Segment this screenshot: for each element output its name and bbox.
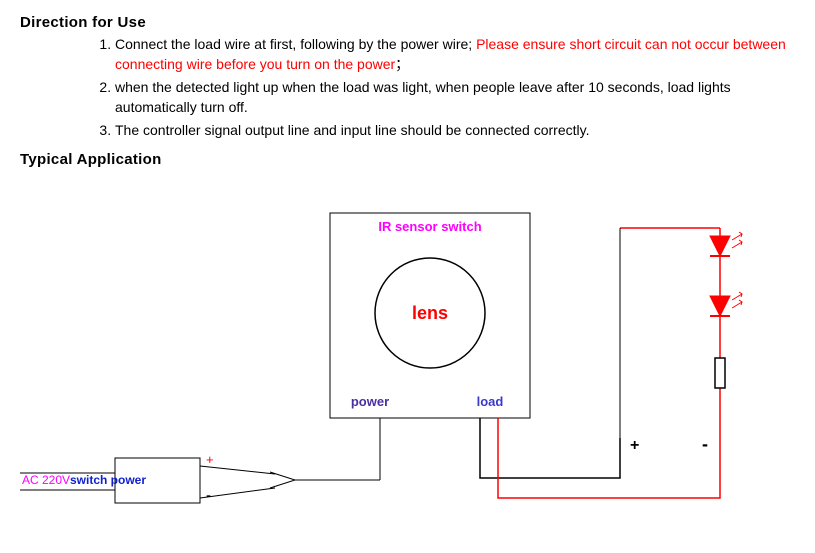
step1-suffix: ；	[395, 56, 409, 72]
step-3: The controller signal output line and in…	[115, 121, 795, 141]
step1-prefix: Connect the load wire at first, followin…	[115, 36, 476, 52]
svg-text:-: -	[702, 434, 708, 454]
svg-text:power: power	[351, 394, 389, 409]
svg-text:AC 220V: AC 220V	[22, 473, 70, 487]
svg-text:-: -	[206, 487, 211, 504]
step-2: when the detected light up when the load…	[115, 78, 795, 117]
svg-text:lens: lens	[412, 303, 448, 323]
svg-text:load: load	[477, 394, 504, 409]
typical-heading: Typical Application	[20, 151, 795, 168]
diagram-container: IR sensor switch lens power load AC 220Vswit…	[20, 188, 795, 538]
direction-heading: Direction for Use	[20, 14, 795, 31]
step-1: Connect the load wire at first, followin…	[115, 35, 795, 74]
svg-text:IR sensor switch: IR sensor switch	[378, 219, 481, 234]
steps-list: Connect the load wire at first, followin…	[90, 35, 795, 141]
svg-text:+: +	[206, 452, 214, 467]
svg-text:switch power: switch power	[70, 473, 146, 487]
application-diagram: IR sensor switch lens power load AC 220Vswit…	[20, 188, 815, 538]
svg-text:+: +	[630, 437, 639, 454]
